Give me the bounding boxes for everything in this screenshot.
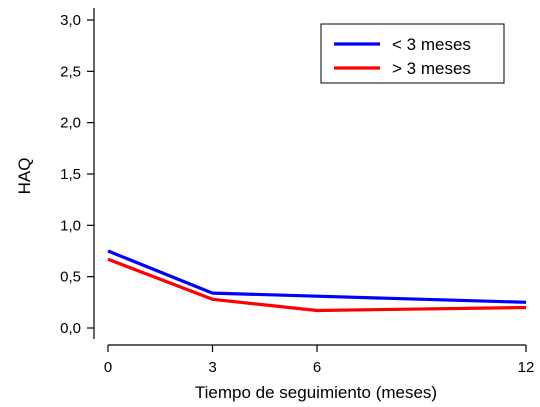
legend-box — [320, 23, 505, 84]
series-lines — [107, 249, 527, 313]
x-tick-label: 6 — [313, 359, 321, 376]
x-tick-label: 12 — [518, 359, 535, 376]
y-axis-title: HAQ — [15, 158, 34, 195]
series-line-2 — [107, 257, 527, 313]
y-tick-label: 2,5 — [60, 63, 81, 80]
y-tick-label: 1,5 — [60, 166, 81, 183]
y-tick-label: 0,5 — [60, 269, 81, 286]
y-tick-label: 3,0 — [60, 12, 81, 29]
y-tick-label: 1,0 — [60, 217, 81, 234]
y-tick-label: 2,0 — [60, 115, 81, 132]
y-tick-label: 0,0 — [60, 320, 81, 337]
x-tick-label: 0 — [104, 359, 112, 376]
legend-label-1: < 3 meses — [392, 35, 471, 54]
legend-label-2: > 3 meses — [392, 59, 471, 78]
x-tick-label: 3 — [208, 359, 216, 376]
x-axis-title: Tiempo de seguimiento (meses) — [195, 383, 437, 402]
x-ticks: 0 3 6 12 — [104, 345, 535, 376]
legend: < 3 meses > 3 meses — [320, 23, 505, 84]
y-ticks: 0,0 0,5 1,0 1,5 2,0 2,5 3,0 — [60, 12, 94, 337]
series-line-1 — [107, 249, 527, 304]
